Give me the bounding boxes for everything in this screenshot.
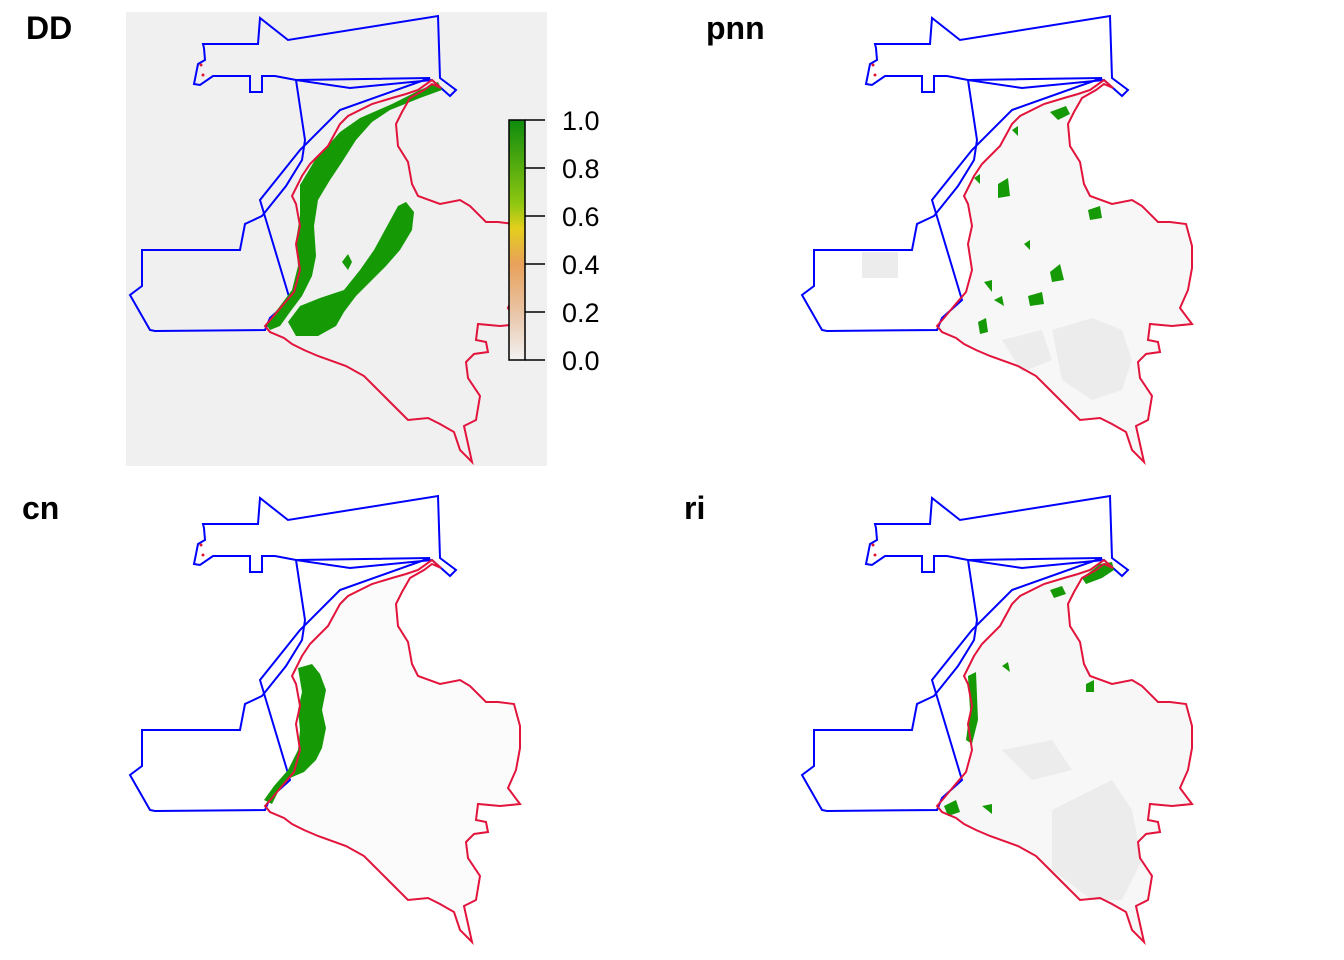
legend-tick-label: 0.0 [562, 346, 600, 376]
panel-ri: ri [684, 490, 1193, 943]
color-legend: 0.0 0.2 0.4 0.6 0.8 1.0 [508, 106, 600, 376]
panel-dd: DD 0.0 0.2 0.4 0.6 0.8 1.0 [26, 10, 600, 466]
island-marker [873, 553, 877, 557]
panel-title-pnn: pnn [706, 10, 765, 46]
panel-pnn: pnn [706, 10, 1193, 463]
panel-title-dd: DD [26, 10, 72, 46]
island-marker [199, 63, 203, 67]
panel-title-cn: cn [22, 490, 59, 526]
island-marker [201, 73, 205, 77]
panel-cn: cn [22, 490, 521, 943]
legend-tick-label: 0.4 [562, 250, 600, 280]
legend-tick-label: 0.2 [562, 298, 600, 328]
island-marker [201, 553, 205, 557]
legend-tick-label: 0.6 [562, 202, 600, 232]
faint-areas [862, 252, 1132, 400]
island-marker [199, 543, 203, 547]
panel-title-ri: ri [684, 490, 705, 526]
legend-tick-label: 0.8 [562, 154, 600, 184]
island-marker [871, 543, 875, 547]
faint-areas [1002, 740, 1142, 900]
suitability-patches [266, 82, 442, 336]
legend-tick-label: 1.0 [562, 106, 600, 136]
legend-colorbar [508, 119, 526, 361]
island-marker [871, 63, 875, 67]
suitability-patches [974, 106, 1102, 334]
suitability-patches [264, 664, 326, 804]
legend-ticks [525, 119, 545, 361]
island-marker [873, 73, 877, 77]
